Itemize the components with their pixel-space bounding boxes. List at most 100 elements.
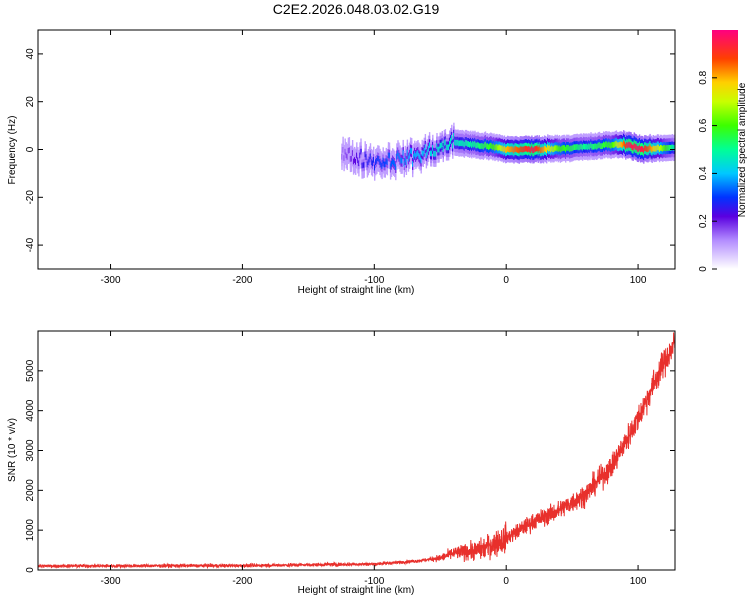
spectrogram-ridge-cell <box>403 161 405 167</box>
spectrogram-ridge-cell <box>519 146 521 153</box>
spectrogram-ridge-cell <box>542 147 545 153</box>
spectrogram-ridge-cell <box>471 142 473 149</box>
spectrogram-ridge-cell <box>475 142 477 149</box>
spectrogram-ridge-cell <box>432 145 434 151</box>
spectrogram-ridge-cell <box>545 146 547 152</box>
spectrogram-ridge-cell <box>483 142 486 149</box>
spectrogram-ridge-cell <box>461 140 463 146</box>
spectrogram-ridge-cell <box>491 143 493 149</box>
spectrogram-ridge-cell <box>526 145 528 152</box>
spectrogram-ridge-cell <box>463 141 466 148</box>
spectrogram-ridge <box>341 122 675 181</box>
spectrogram-ridge-cell <box>512 146 514 153</box>
spectrogram-ridge-cell <box>408 152 411 159</box>
spectrogram-ridge-cell <box>527 146 529 153</box>
spectrogram-ridge-cell <box>478 143 480 149</box>
spectrogram-ridge-cell <box>481 143 484 149</box>
spectrogram-ridge-cell <box>457 139 459 146</box>
spectrogram-ridge-cell <box>528 146 530 152</box>
spectrogram-ridge-cell <box>399 155 401 162</box>
spectrogram-ridge-cell <box>390 160 393 167</box>
spectrogram-ridge-cell <box>394 161 396 167</box>
spectrogram-ridge-cell <box>505 147 508 153</box>
spectrogram-ridge-cell <box>417 150 419 156</box>
spectrogram-ridge-cell <box>412 161 414 167</box>
spectrogram-ridge-cell <box>406 149 409 156</box>
spectrogram-ridge-cell <box>520 146 523 153</box>
spectrogram-ridge-cell <box>500 145 502 152</box>
spectrogram-ridge-cell <box>386 159 389 165</box>
spectrogram-ridge-cell <box>518 147 520 154</box>
spectrogram-ridge-cell <box>416 151 418 158</box>
spectrogram-ridge-cell <box>511 146 513 153</box>
spectrogram-ridge-cell <box>466 141 469 147</box>
spectrogram-ridge-cell <box>535 146 537 152</box>
spectrogram-ridge-cell <box>538 145 540 152</box>
spectrogram-ridge-cell <box>423 148 425 154</box>
spectrogram-ridge-cell <box>529 146 531 153</box>
spectrogram-ridge-cell <box>480 143 482 149</box>
spectrogram-ridge-cell <box>476 142 478 149</box>
spectrogram-ridge-cell <box>418 152 420 159</box>
spectrogram-ridge-cell <box>533 147 535 153</box>
spectrogram-ridge-cell <box>539 147 542 154</box>
spectrogram-ridge-cell <box>402 150 404 156</box>
spectrogram-ridge-cell <box>354 157 356 163</box>
spectrogram-ridge-cell <box>453 133 455 139</box>
spectrogram-ridge-cell <box>355 158 357 165</box>
spectrogram-ridge-cell <box>424 144 427 150</box>
spectrogram-ridge-cell <box>388 152 391 159</box>
spectrogram-ridge-cell <box>348 147 351 154</box>
spectrogram-ridge-cell <box>540 147 543 153</box>
spectrogram-ridge-cell <box>499 145 501 151</box>
spectrogram-ridge-cell <box>392 158 394 165</box>
spectrogram-ridge-cell <box>427 145 430 152</box>
spectrogram-ridge-cell <box>349 156 352 162</box>
spectrogram-ridge-cell <box>428 142 431 149</box>
spectrogram-ridge-cell <box>341 153 343 160</box>
spectrogram-ridge-cell <box>363 161 365 168</box>
spectrogram-ridge-cell <box>387 152 390 159</box>
spectrogram-ridge-cell <box>439 142 441 149</box>
spectrogram-ridge-cell <box>357 157 359 164</box>
spectrogram-ridge-cell <box>459 140 461 146</box>
spectrogram-ridge-cell <box>473 141 475 148</box>
spectrogram-ridge-cell <box>419 154 421 161</box>
spectrogram-ridge-cell <box>438 146 440 153</box>
spectrogram-ridge-cell <box>509 146 511 153</box>
spectrogram-ridge-cell <box>449 140 451 147</box>
spectrogram-ridge-cell <box>496 144 498 150</box>
spectrogram-ridge-cell <box>517 147 519 153</box>
spectrogram-ridge-cell <box>490 142 492 149</box>
spectrogram-ridge-cell <box>351 150 354 156</box>
spectrogram-ridge-cell <box>378 156 380 162</box>
spectrogram-ridge-cell <box>484 141 487 148</box>
spectrogram-ridge-cell <box>462 140 465 147</box>
spectrogram-ridge-cell <box>374 164 376 171</box>
spectrogram-ridge-cell <box>521 146 524 153</box>
spectrogram-ridge-cell <box>384 161 386 168</box>
spectrogram-ridge-cell <box>350 155 353 162</box>
spectrogram-ridge-cell <box>514 146 516 152</box>
spectrogram-ridge-cell <box>445 144 448 151</box>
spectrogram-ridge-cell <box>370 159 373 165</box>
spectrogram-ridge-cell <box>522 146 525 153</box>
spectrogram-ridge-cell <box>426 149 429 156</box>
spectrogram-ridge-cell <box>380 161 382 168</box>
figure-title: C2E2.2026.048.03.02.G19 <box>273 1 440 17</box>
spectrogram-ridge-cell <box>421 150 423 156</box>
spectrogram-ridge-cell <box>493 143 495 150</box>
spectrogram-ridge-cell <box>393 159 395 166</box>
spectrogram-ridge-cell <box>367 159 370 165</box>
spectrogram-ridge-cell <box>409 147 412 154</box>
spectrogram-ridge-cell <box>379 159 381 165</box>
spectrogram-ridge-cell <box>536 145 538 151</box>
spectrogram-ridge-cell <box>440 142 442 149</box>
spectrogram-ridge-cell <box>431 150 433 157</box>
spectrogram-ridge-cell <box>510 146 512 153</box>
spectrogram-ridge-cell <box>508 146 510 153</box>
spectrogram-ridge-cell <box>472 141 474 147</box>
spectrogram-ridge-cell <box>537 146 539 153</box>
